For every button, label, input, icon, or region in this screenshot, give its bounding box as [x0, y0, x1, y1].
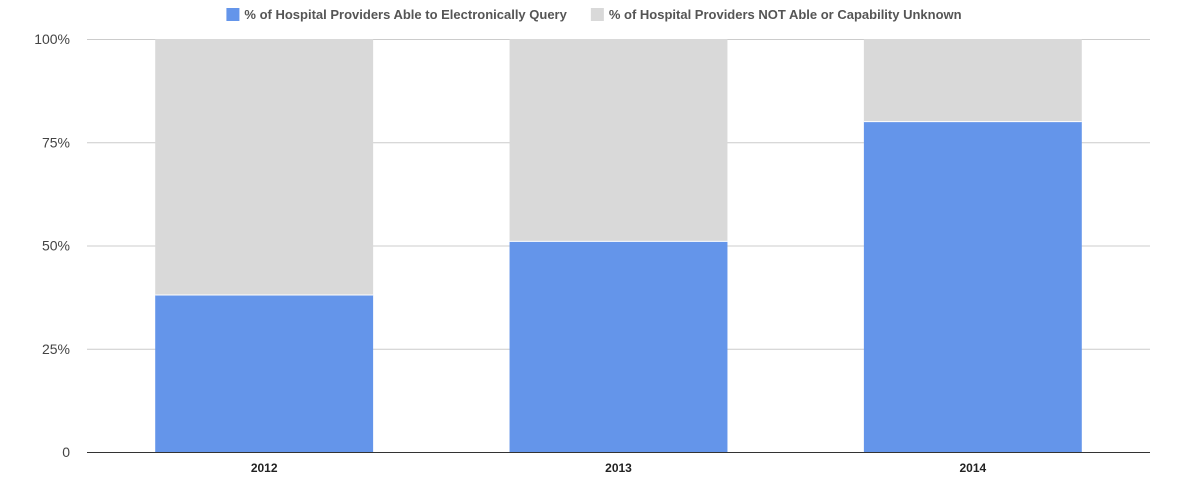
legend-item: % of Hospital Providers Able to Electron… — [226, 7, 568, 22]
bar-2013-series-1 — [509, 241, 728, 452]
legend-label: % of Hospital Providers NOT Able or Capa… — [609, 7, 962, 22]
legend-item: % of Hospital Providers NOT Able or Capa… — [590, 7, 962, 22]
y-tick-label: 50% — [42, 238, 70, 254]
axes: 0 25% 50% 75% 100% 2012 2013 2014 — [34, 31, 1150, 475]
legend-label: % of Hospital Providers Able to Electron… — [244, 7, 567, 22]
x-tick-label: 2013 — [605, 461, 632, 475]
bar-2012-series-1 — [155, 295, 374, 452]
x-tick-label: 2014 — [959, 461, 986, 475]
legend: % of Hospital Providers Able to Electron… — [226, 7, 962, 22]
y-tick-label: 0 — [62, 444, 70, 460]
legend-swatch — [226, 8, 240, 21]
y-tick-label: 75% — [42, 134, 70, 150]
y-tick-label: 100% — [34, 31, 70, 47]
bars — [155, 39, 1082, 452]
bar-2012-series-2 — [155, 39, 374, 296]
bar-2013-series-2 — [509, 39, 728, 242]
bar-2014-series-2 — [863, 39, 1082, 122]
y-tick-label: 25% — [42, 341, 70, 357]
legend-swatch — [590, 8, 604, 21]
bar-2014-series-1 — [863, 121, 1082, 452]
x-tick-label: 2012 — [251, 461, 278, 475]
